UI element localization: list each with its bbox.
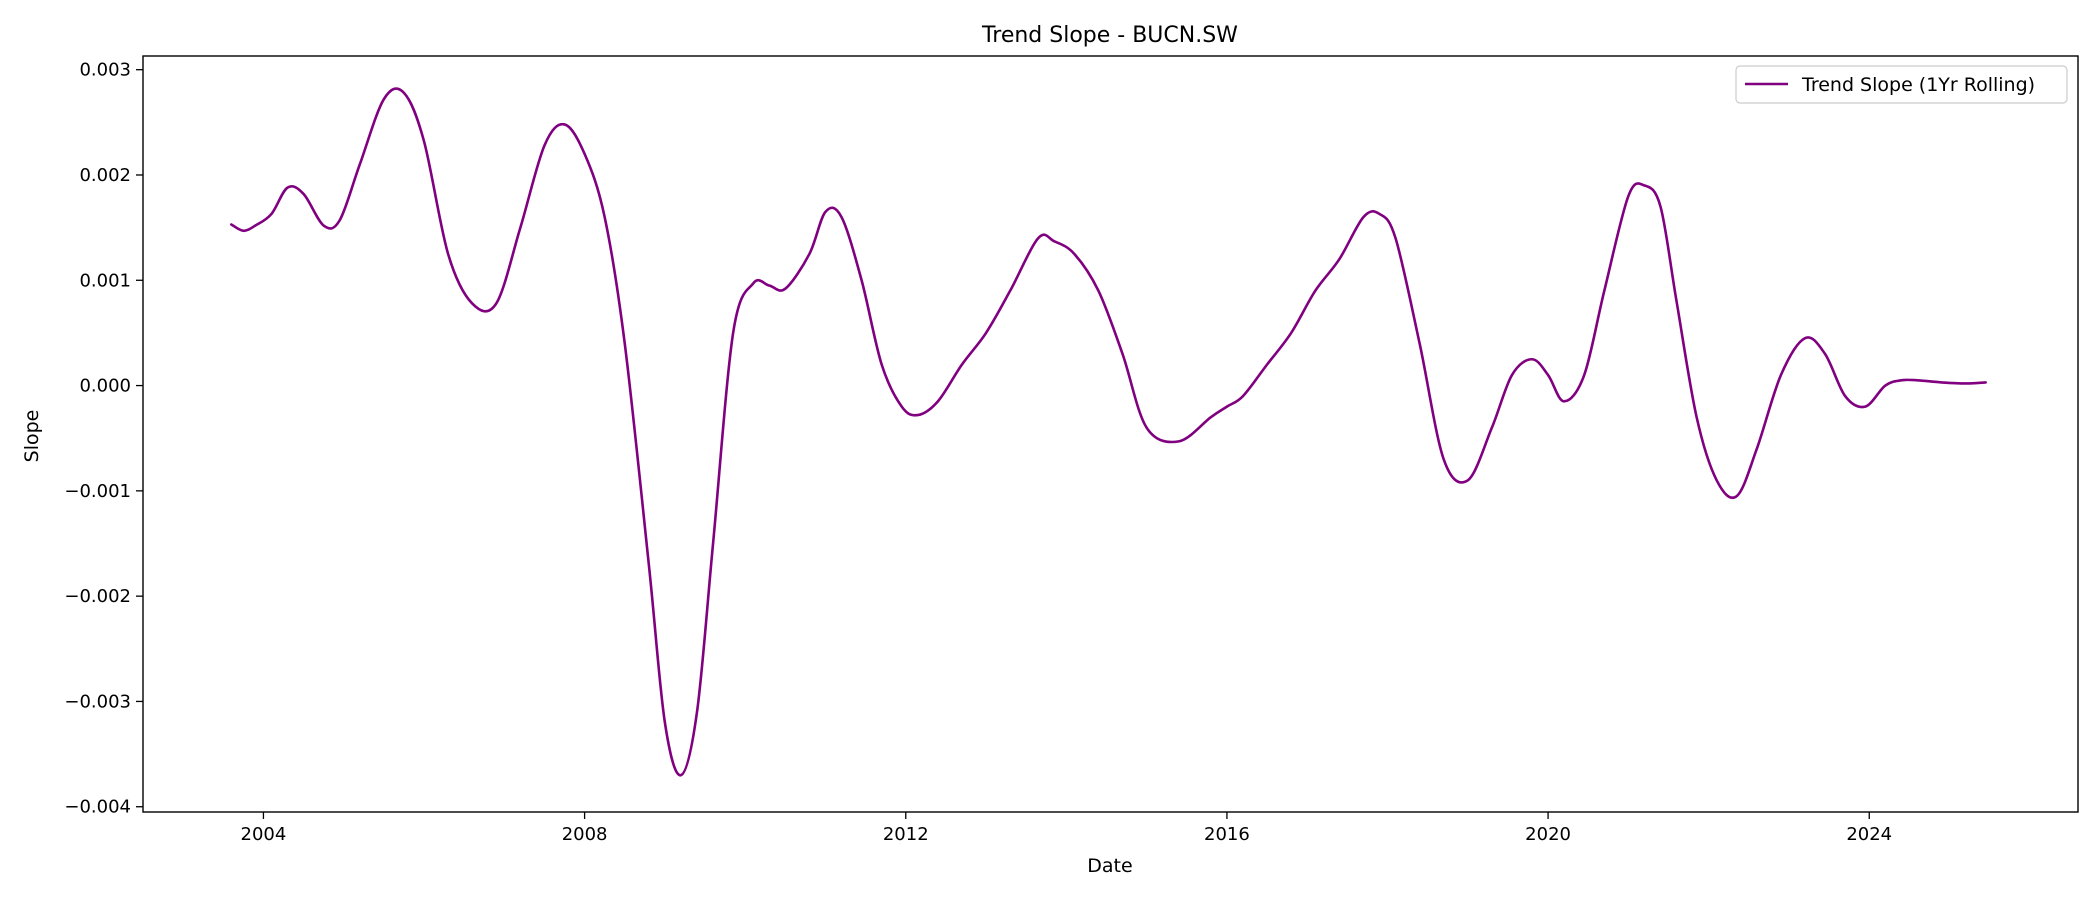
chart-title: Trend Slope - BUCN.SW <box>981 23 1238 48</box>
x-tick-label: 2004 <box>241 824 287 845</box>
y-axis-ticks: −0.004 −0.003 −0.002 −0.001 0.000 0.001 0.002 0… <box>64 60 143 818</box>
x-tick-label: 2020 <box>1525 824 1571 845</box>
y-tick-label: 0.002 <box>79 165 131 186</box>
y-tick-label: 0.001 <box>79 270 131 291</box>
legend-label: Trend Slope (1Yr Rolling) <box>1801 74 2035 96</box>
x-tick-label: 2008 <box>562 824 608 845</box>
x-tick-label: 2024 <box>1846 824 1892 845</box>
series-line-trend-slope <box>230 87 1987 777</box>
y-axis-label: Slope <box>21 410 43 463</box>
y-tick-label: 0.003 <box>79 60 131 81</box>
plot-area-frame <box>142 55 2079 813</box>
x-axis-label: Date <box>1087 855 1132 877</box>
x-tick-label: 2016 <box>1204 824 1250 845</box>
legend: Trend Slope (1Yr Rolling) <box>1735 65 2068 104</box>
y-tick-label: −0.001 <box>64 481 131 502</box>
y-tick-label: −0.002 <box>64 586 131 607</box>
y-tick-label: −0.004 <box>64 797 131 818</box>
x-axis-ticks: 2004 2008 2012 2016 2020 2024 <box>241 812 1892 845</box>
y-tick-label: 0.000 <box>79 376 131 397</box>
y-tick-label: −0.003 <box>64 691 131 712</box>
legend-box <box>1735 65 2068 104</box>
x-tick-label: 2012 <box>883 824 929 845</box>
